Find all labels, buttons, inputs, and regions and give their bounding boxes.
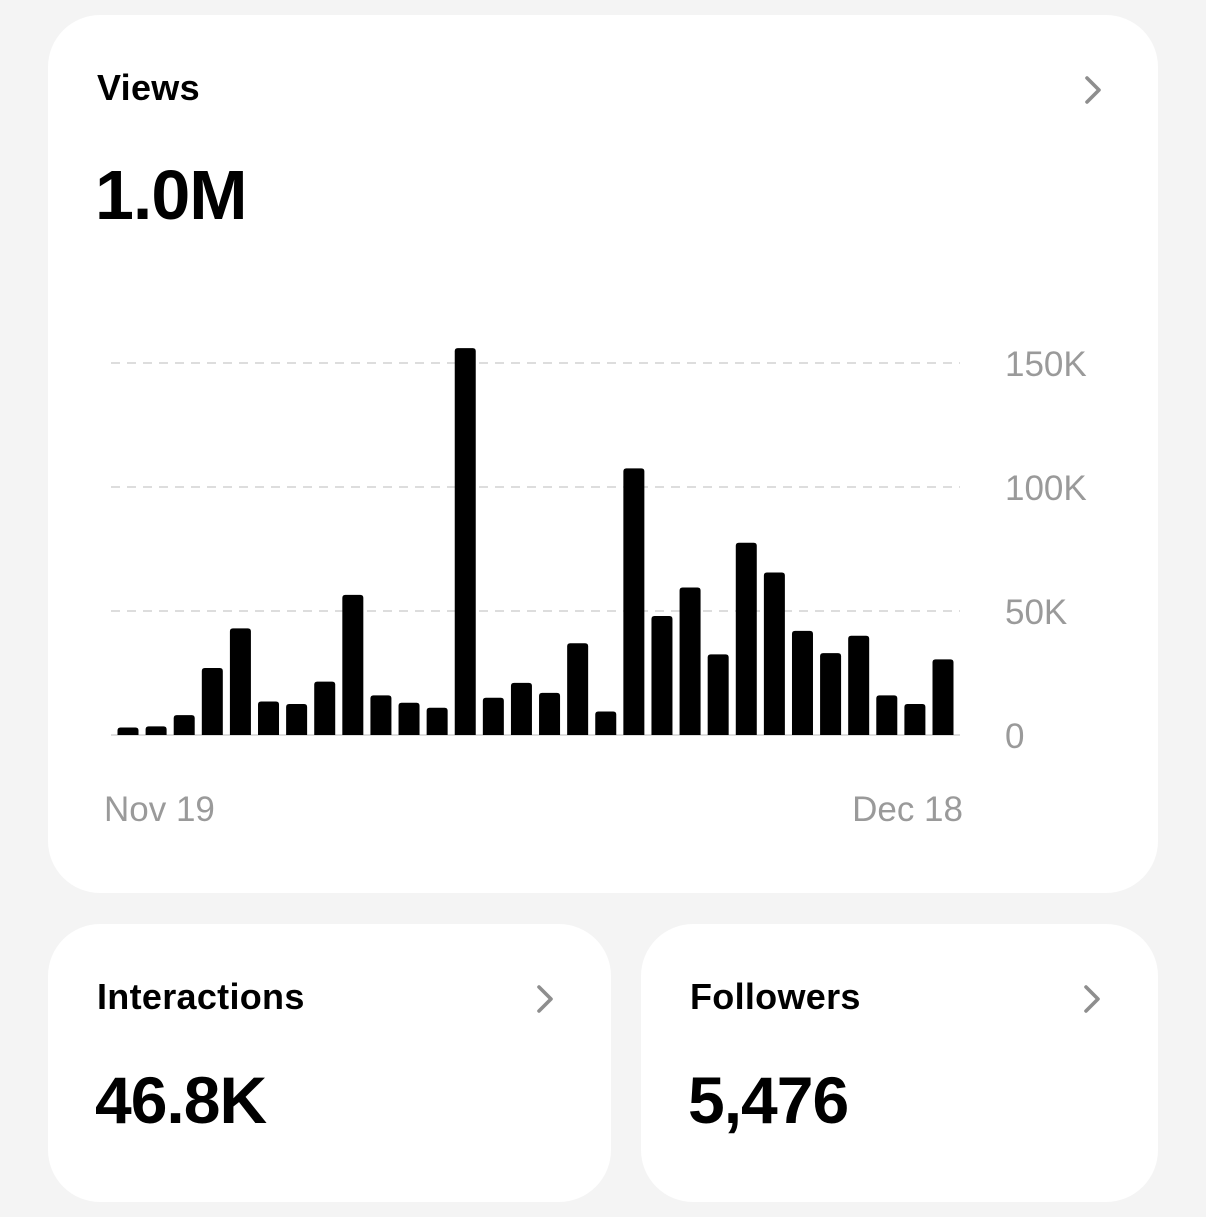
chart-bar[interactable] bbox=[820, 653, 842, 735]
followers-title: Followers bbox=[690, 976, 861, 1017]
interactions-value: 46.8K bbox=[95, 1063, 267, 1137]
y-tick-label: 0 bbox=[1005, 717, 1024, 756]
chart-bar[interactable] bbox=[286, 704, 308, 735]
chart-bar[interactable] bbox=[876, 695, 898, 735]
chart-bar[interactable] bbox=[735, 542, 757, 735]
x-tick-label-start: Nov 19 bbox=[104, 790, 215, 829]
chart-bar[interactable] bbox=[117, 727, 139, 735]
y-tick-label: 150K bbox=[1005, 345, 1087, 384]
views-value: 1.0M bbox=[95, 156, 248, 234]
chevron-right-icon[interactable] bbox=[1078, 73, 1108, 107]
chart-bar[interactable] bbox=[763, 572, 785, 735]
y-tick-label: 100K bbox=[1005, 469, 1087, 508]
followers-card[interactable]: Followers 5,476 bbox=[641, 924, 1158, 1202]
chart-bar[interactable] bbox=[229, 628, 251, 735]
chart-bar[interactable] bbox=[623, 468, 645, 735]
chevron-right-icon[interactable] bbox=[1077, 982, 1107, 1016]
chart-bar[interactable] bbox=[145, 726, 167, 735]
chart-bar[interactable] bbox=[426, 707, 448, 735]
chart-bar[interactable] bbox=[173, 715, 195, 735]
chart-bar[interactable] bbox=[482, 697, 504, 735]
chart-bar[interactable] bbox=[904, 704, 926, 735]
chart-bar[interactable] bbox=[201, 668, 223, 735]
chart-bar[interactable] bbox=[314, 681, 336, 735]
interactions-card[interactable]: Interactions 46.8K bbox=[48, 924, 611, 1202]
chart-x-axis: Nov 19 Dec 18 bbox=[104, 790, 963, 829]
chart-gridlines bbox=[111, 362, 960, 736]
chart-y-axis: 0 50K 100K 150K bbox=[1005, 345, 1087, 756]
chart-bars bbox=[117, 348, 954, 735]
followers-value: 5,476 bbox=[688, 1063, 849, 1137]
chart-bar[interactable] bbox=[454, 348, 476, 735]
chart-bar[interactable] bbox=[791, 630, 813, 735]
chart-bar[interactable] bbox=[370, 695, 392, 735]
chevron-right-icon[interactable] bbox=[530, 982, 560, 1016]
chart-bar[interactable] bbox=[398, 702, 420, 735]
views-card[interactable]: Views 1.0M 0 50K 100K 150K Nov 19 Dec 18 bbox=[48, 15, 1158, 893]
interactions-title: Interactions bbox=[97, 976, 305, 1017]
chart-bar[interactable] bbox=[848, 635, 870, 735]
chart-bar[interactable] bbox=[595, 711, 617, 735]
chart-bar[interactable] bbox=[258, 701, 280, 735]
views-bar-chart: 0 50K 100K 150K Nov 19 Dec 18 bbox=[104, 345, 1087, 829]
chart-bar[interactable] bbox=[567, 643, 589, 735]
chart-bar[interactable] bbox=[707, 654, 729, 735]
chart-bar[interactable] bbox=[932, 659, 954, 735]
chart-bar[interactable] bbox=[510, 682, 532, 735]
chart-bar[interactable] bbox=[651, 615, 673, 735]
chart-bar[interactable] bbox=[342, 594, 364, 735]
chart-bar[interactable] bbox=[679, 587, 701, 735]
views-title: Views bbox=[97, 67, 200, 108]
chart-bar[interactable] bbox=[539, 692, 561, 735]
x-tick-label-end: Dec 18 bbox=[852, 790, 963, 829]
y-tick-label: 50K bbox=[1005, 593, 1067, 632]
